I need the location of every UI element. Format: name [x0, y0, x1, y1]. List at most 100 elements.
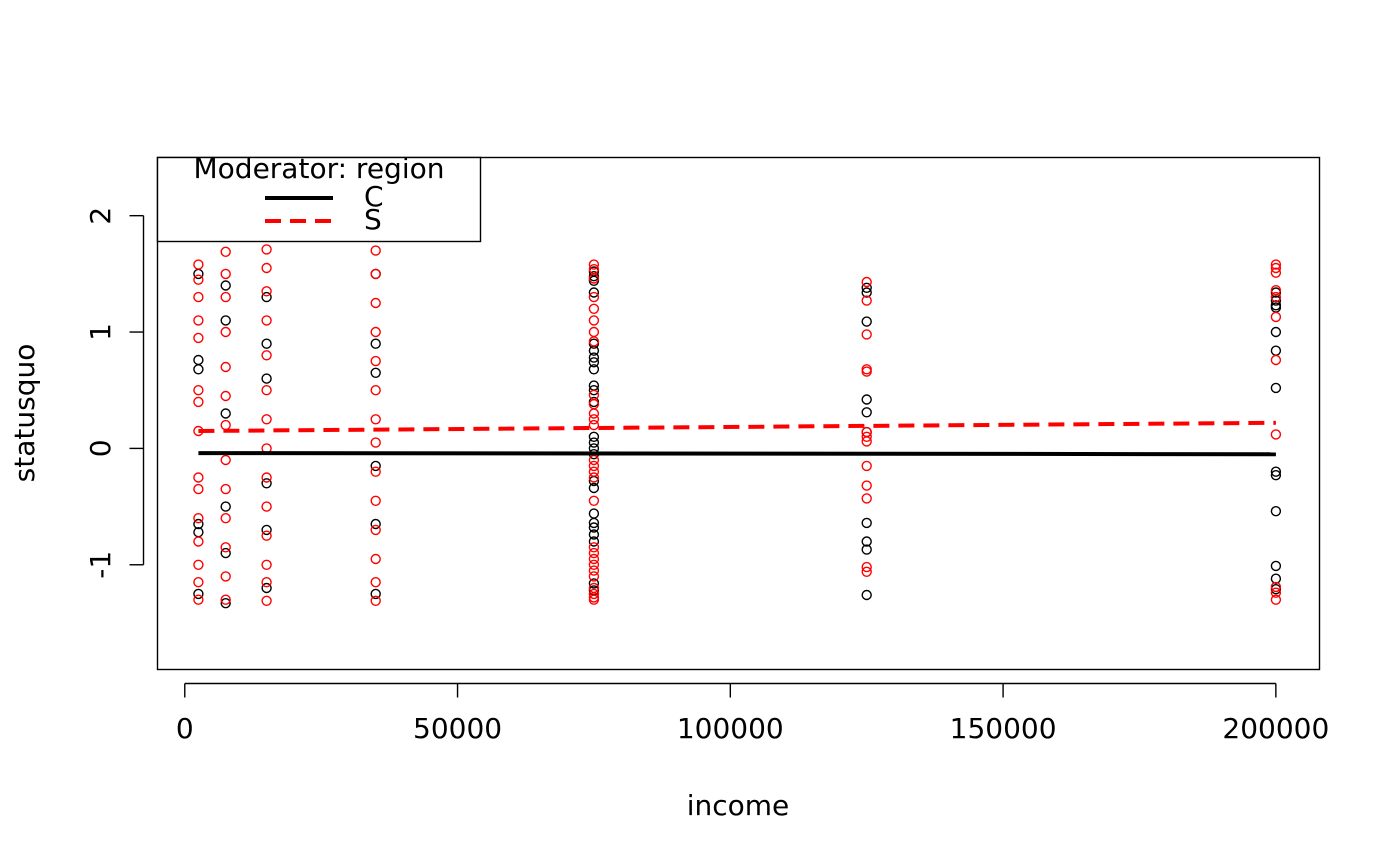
point-c-23	[370, 338, 381, 349]
point-c-50	[861, 287, 872, 298]
point-s-23	[220, 483, 231, 495]
point-s-6	[193, 396, 204, 408]
point-s-54	[370, 577, 381, 588]
point-s-84	[861, 276, 872, 288]
point-s-16	[220, 268, 231, 280]
point-s-45	[370, 326, 381, 338]
point-c-42	[588, 508, 600, 519]
point-s-2	[193, 291, 204, 303]
point-s-33	[261, 385, 272, 396]
point-c-14	[261, 478, 272, 489]
point-s-97	[1270, 259, 1282, 270]
point-s-19	[220, 361, 231, 373]
point-s-75	[588, 547, 600, 559]
point-c-8	[220, 501, 231, 512]
point-s-76	[588, 553, 600, 565]
point-c-69	[1270, 560, 1282, 572]
point-c-67	[1270, 470, 1282, 481]
point-s-17	[220, 291, 231, 303]
point-s-48	[370, 414, 381, 425]
point-s-61	[588, 315, 600, 326]
point-c-68	[1270, 506, 1282, 517]
point-s-73	[588, 495, 600, 506]
point-s-21	[220, 419, 231, 431]
y-axis: -1 0 1 2	[84, 207, 145, 579]
point-s-81	[588, 588, 600, 600]
point-s-36	[261, 472, 272, 483]
point-c-46	[588, 536, 600, 547]
point-s-38	[261, 530, 272, 541]
point-c-45	[588, 529, 600, 540]
fit-lines-layer	[198, 420, 1276, 457]
point-c-43	[588, 517, 600, 529]
point-c-53	[861, 407, 872, 418]
point-s-11	[193, 536, 204, 547]
legend-label-c: C	[364, 180, 384, 213]
points-layer	[193, 244, 1282, 609]
point-s-42	[370, 245, 381, 256]
point-s-107	[1270, 594, 1282, 605]
point-s-49	[370, 437, 381, 448]
point-c-11	[220, 547, 231, 559]
point-c-41	[588, 482, 600, 494]
point-c-70	[1270, 573, 1282, 584]
point-s-47	[370, 385, 381, 396]
point-s-71	[588, 466, 600, 477]
point-s-50	[370, 466, 381, 477]
point-s-63	[588, 336, 600, 347]
point-s-29	[261, 262, 272, 274]
point-s-59	[588, 291, 600, 303]
point-s-92	[861, 460, 872, 472]
point-c-64	[1270, 345, 1282, 356]
point-c-55	[861, 517, 872, 529]
point-c-65	[1270, 382, 1282, 394]
point-s-77	[588, 559, 600, 570]
point-s-99	[1270, 267, 1282, 278]
point-c-63	[1270, 326, 1282, 338]
point-c-47	[588, 578, 600, 589]
point-s-10	[193, 513, 204, 524]
point-s-22	[220, 454, 231, 466]
point-c-21	[370, 518, 381, 530]
plot-frame	[156, 156, 1321, 671]
point-s-27	[220, 594, 231, 605]
point-s-102	[1270, 311, 1282, 323]
point-c-37	[588, 437, 600, 448]
point-s-31	[261, 315, 272, 326]
point-s-46	[370, 355, 381, 367]
y-tick-label-2: 1	[84, 323, 117, 341]
point-s-9	[193, 483, 204, 495]
point-s-62	[588, 326, 600, 338]
point-c-58	[861, 589, 872, 601]
point-s-101	[1270, 291, 1282, 303]
fit-line-c	[198, 451, 1276, 457]
point-s-70	[588, 460, 600, 472]
legend: Moderator: region C S	[156, 152, 482, 243]
point-s-44	[370, 297, 381, 309]
point-s-56	[588, 259, 600, 270]
point-s-18	[220, 326, 231, 338]
point-c-34	[588, 385, 600, 396]
point-c-57	[861, 544, 872, 555]
point-c-30	[588, 352, 600, 363]
point-s-93	[861, 480, 872, 491]
point-s-100	[1270, 285, 1282, 296]
point-c-20	[370, 460, 381, 472]
point-s-37	[261, 501, 272, 512]
point-s-96	[861, 566, 872, 577]
point-s-78	[588, 565, 600, 576]
point-c-7	[220, 408, 231, 419]
point-s-94	[861, 493, 872, 504]
point-s-51	[370, 495, 381, 506]
point-s-72	[588, 472, 600, 483]
point-s-52	[370, 524, 381, 536]
point-s-13	[193, 577, 204, 588]
point-s-0	[193, 259, 204, 270]
point-c-44	[588, 522, 600, 533]
point-s-14	[193, 594, 204, 605]
point-s-91	[861, 436, 872, 447]
point-s-41	[261, 595, 272, 606]
point-s-53	[370, 553, 381, 565]
point-c-1	[193, 364, 204, 375]
